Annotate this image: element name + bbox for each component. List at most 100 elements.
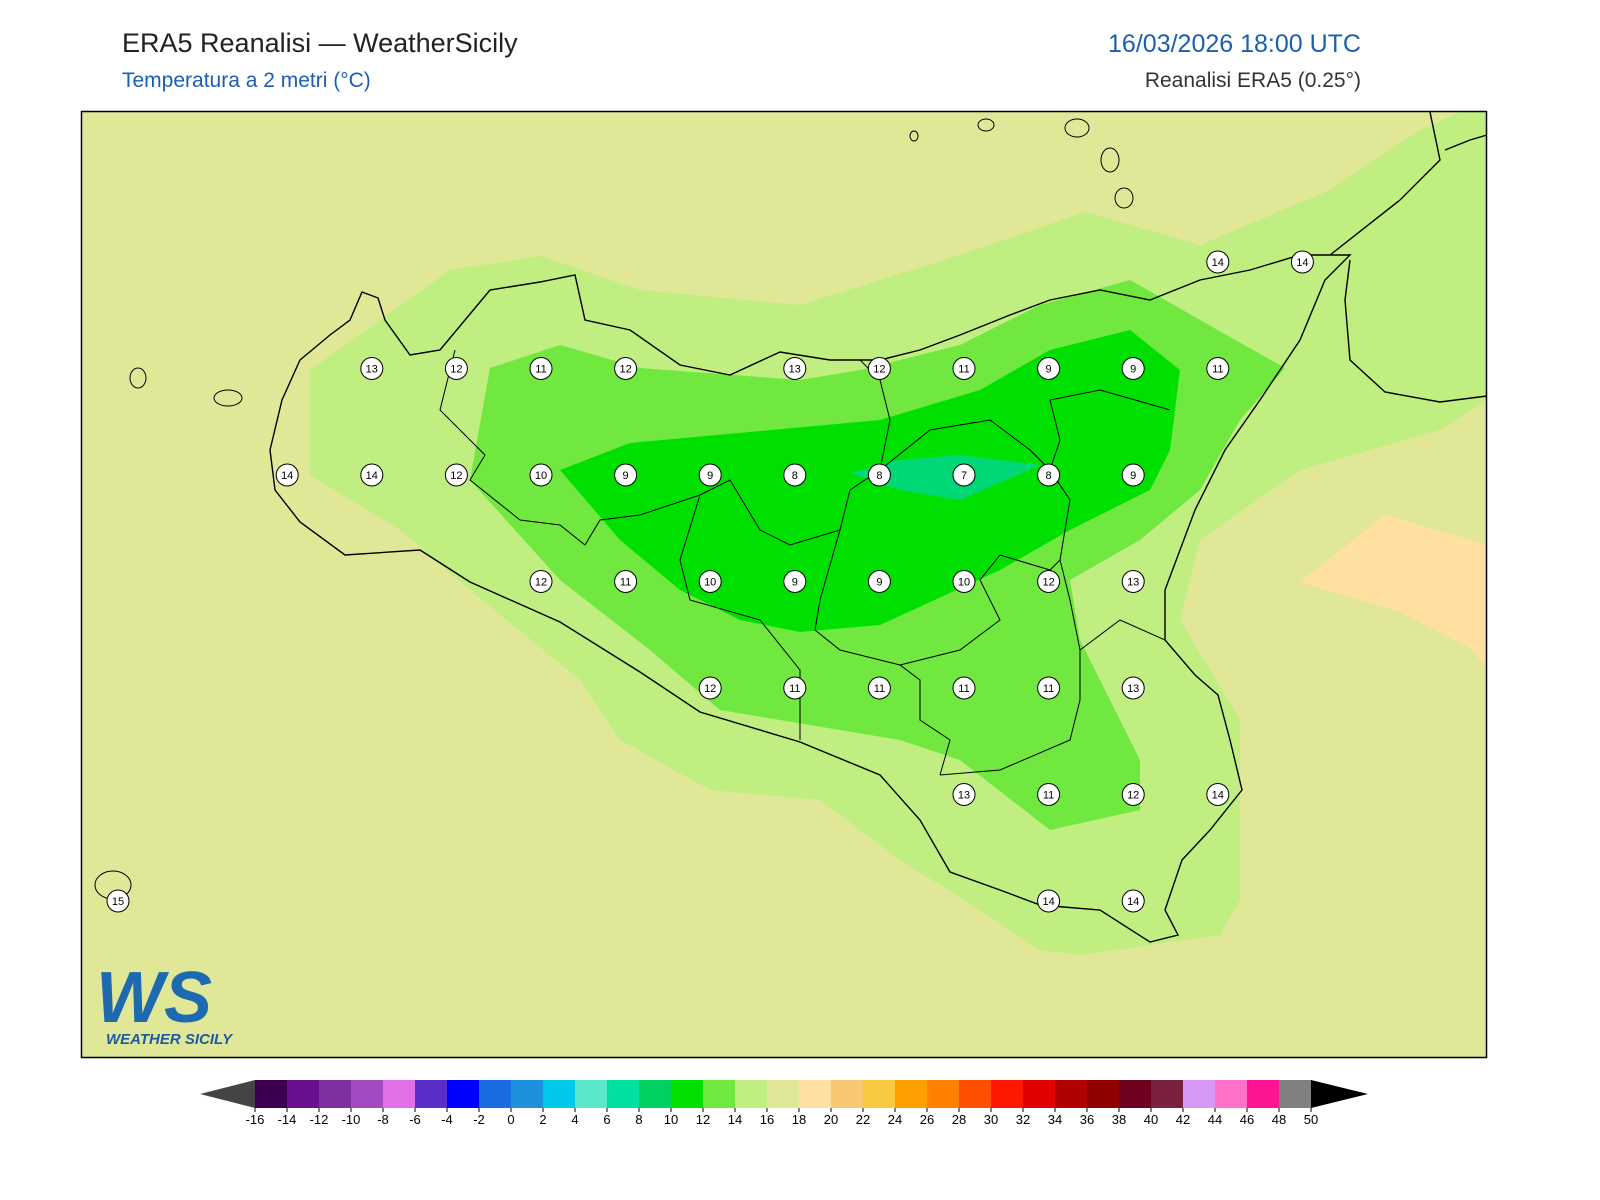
station-marker: [698, 676, 722, 700]
station-marker: [783, 570, 807, 593]
station: 11: [952, 676, 976, 700]
station-value: 7: [961, 470, 967, 482]
colorbar-tick-label: -4: [441, 1112, 453, 1127]
colorbar-tick-label: 42: [1176, 1112, 1190, 1127]
station-value: 14: [1296, 257, 1308, 269]
station-value: 11: [1043, 790, 1054, 802]
colorbar-swatch: [735, 1080, 768, 1108]
colorbar-swatch: [639, 1080, 672, 1108]
field-16-18: [1300, 515, 1486, 667]
station: 9: [867, 570, 891, 593]
station-value: 13: [366, 364, 378, 376]
station-marker: [360, 357, 384, 380]
station: 14: [1206, 783, 1230, 806]
station-value: 14: [1212, 257, 1224, 269]
colorbar: -16 -14 -12 -10 -8 -6 -4 -2 0 2 4 6 8 10 12 14 16 18 20 22 2…: [200, 1080, 1368, 1127]
station-marker: [952, 570, 976, 593]
station-marker: [614, 463, 638, 487]
colorbar-swatch: [351, 1080, 384, 1108]
station: 9: [1121, 357, 1145, 380]
station-marker: [275, 463, 299, 487]
station: 9: [1037, 357, 1061, 380]
colorbar-tick-label: -14: [278, 1112, 297, 1127]
colorbar-tick-label: 30: [984, 1112, 998, 1127]
station-value: 13: [1127, 577, 1139, 589]
colorbar-swatch: [703, 1080, 736, 1108]
colorbar-tick-label: 50: [1304, 1112, 1318, 1127]
coastline: [269, 254, 1352, 943]
station: 12: [444, 463, 468, 487]
colorbar-tick-label: -2: [473, 1112, 485, 1127]
colorbar-swatch: [991, 1080, 1024, 1108]
station-value: 12: [1127, 790, 1139, 802]
station-value: 10: [958, 577, 970, 589]
station-marker: [867, 570, 891, 593]
station: 11: [529, 357, 553, 380]
station-marker: [529, 463, 553, 487]
station-value: 14: [366, 470, 378, 482]
colorbar-swatch: [1119, 1080, 1152, 1108]
station-value: 9: [1130, 364, 1136, 376]
station-value: 11: [1043, 683, 1054, 695]
station: 12: [444, 357, 468, 380]
station: 11: [783, 676, 807, 700]
station: 8: [1037, 463, 1061, 487]
station: 13: [783, 357, 807, 380]
station-value: 12: [704, 683, 716, 695]
station-value: 14: [1127, 896, 1139, 908]
stations: 14 14 13 12 11 12 13 12 11 9 9 11 14 14 12 10 9 9 8 8 7 8 9 12 1…: [106, 250, 1314, 913]
colorbar-tick-label: 36: [1080, 1112, 1094, 1127]
island: [213, 389, 243, 407]
station-value: 11: [535, 364, 546, 376]
colorbar-swatch: [383, 1080, 416, 1108]
station: 9: [698, 463, 722, 487]
station-value: 12: [450, 470, 462, 482]
colorbar-tick-label: 6: [603, 1112, 610, 1127]
station-marker: [1121, 570, 1145, 593]
colorbar-tick-label: 16: [760, 1112, 774, 1127]
station-marker: [1206, 357, 1230, 380]
logo-name: WEATHER SICILY: [106, 1031, 234, 1048]
colorbar-tick-label: 40: [1144, 1112, 1158, 1127]
colorbar-swatch: [479, 1080, 512, 1108]
station-marker: [952, 676, 976, 700]
station-value: 10: [535, 470, 547, 482]
colorbar-tick-label: 26: [920, 1112, 934, 1127]
station-value: 11: [1212, 364, 1223, 376]
station-marker: [1037, 783, 1061, 806]
station-marker: [1290, 250, 1314, 274]
station-value: 13: [1127, 683, 1139, 695]
colorbar-swatch: [543, 1080, 576, 1108]
island: [909, 130, 919, 142]
station-value: 11: [620, 577, 631, 589]
station: 14: [275, 463, 299, 487]
colorbar-swatch: [1247, 1080, 1280, 1108]
station-marker: [1121, 357, 1145, 380]
station: 12: [614, 357, 638, 380]
station: 10: [698, 570, 722, 593]
station-marker: [360, 463, 384, 487]
station: 12: [529, 570, 553, 593]
colorbar-tick-label: 4: [571, 1112, 578, 1127]
station: 15: [106, 889, 130, 913]
colorbar-swatch: [1215, 1080, 1248, 1108]
station: 13: [952, 783, 976, 806]
calabria-coast: [1329, 112, 1486, 403]
colorbar-swatch: [415, 1080, 448, 1108]
station-value: 11: [958, 364, 969, 376]
island: [129, 367, 147, 389]
station-marker: [444, 463, 468, 487]
station-marker: [1121, 463, 1145, 487]
station-value: 11: [958, 683, 969, 695]
station-marker: [783, 676, 807, 700]
island: [1100, 147, 1120, 173]
station-marker: [1121, 676, 1145, 700]
station: 11: [614, 570, 638, 593]
province-borders: [439, 349, 1171, 776]
station-value: 12: [873, 364, 885, 376]
station-value: 14: [1042, 896, 1054, 908]
colorbar-swatch: [1087, 1080, 1120, 1108]
station-value: 12: [450, 364, 462, 376]
station-value: 8: [1046, 470, 1052, 482]
station: 11: [1037, 676, 1061, 700]
